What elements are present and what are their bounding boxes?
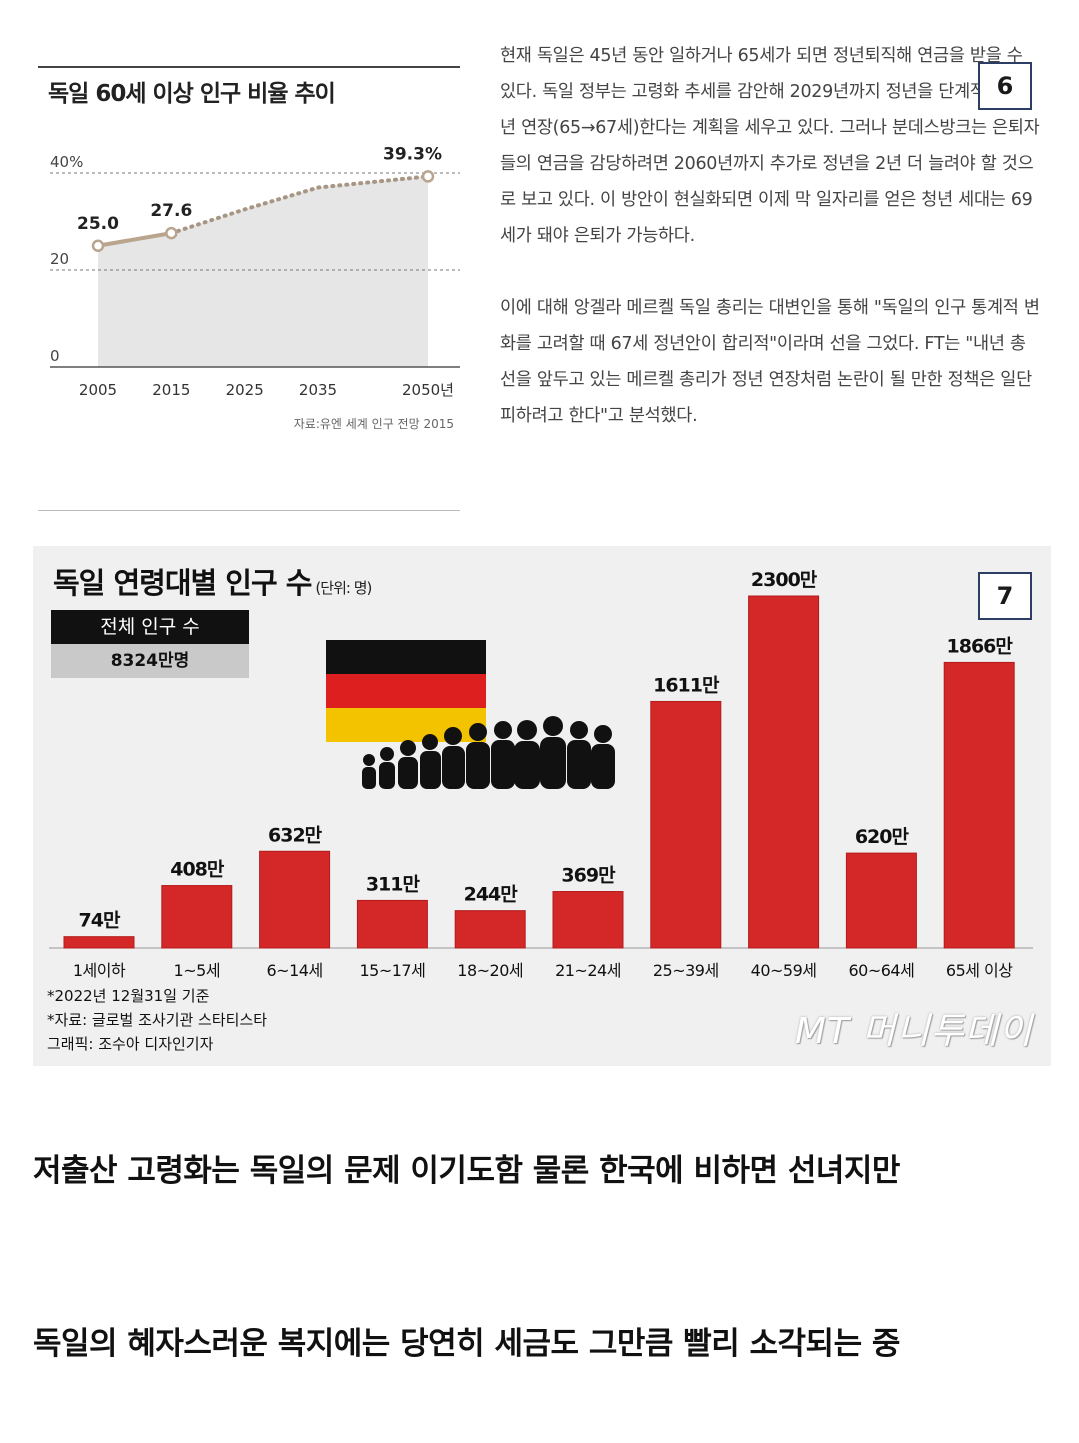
- bar-value-label: 632만: [268, 824, 323, 846]
- germany-flag-icon: [326, 640, 486, 742]
- data-point-label: 25.0: [77, 214, 119, 234]
- line-chart-svg: 0 20 40% 2005 2015 2025 2035 2050년 25.0 27.6 39.3%: [50, 144, 460, 399]
- article-text: 현재 독일은 45년 동안 일하거나 65세가 되면 정년퇴직해 연금을 받을 …: [500, 38, 1040, 434]
- article-paragraph-1: 현재 독일은 45년 동안 일하거나 65세가 되면 정년퇴직해 연금을 받을 …: [500, 46, 1040, 246]
- bar-value-label: 369만: [561, 865, 616, 887]
- note-source: *자료: 글로벌 조사기관 스타티스타: [47, 1011, 268, 1029]
- bottom-rule: [38, 510, 460, 511]
- people-silhouette-icon: [362, 716, 615, 789]
- x-tick-label: 2035: [299, 381, 337, 399]
- top-rule: [38, 66, 460, 68]
- bar-category-label: 60~64세: [848, 961, 914, 980]
- x-tick-label: 2050년: [402, 381, 454, 399]
- section-number-badge: 6: [978, 62, 1032, 110]
- bar-1~5세: [161, 885, 233, 949]
- bar-chart-panel: 독일 연령대별 인구 수 (단위: 명) 전체 인구 수 8324만명 74만 1세…: [33, 546, 1051, 1066]
- bar-65세 이상: [943, 661, 1015, 949]
- bar-category-label: 15~17세: [359, 961, 425, 980]
- bar-value-label: 2300만: [751, 569, 818, 591]
- total-population-value: 8324만명: [51, 644, 249, 678]
- bar-category-label: 1세이하: [73, 961, 126, 980]
- bar-value-label: 1866만: [947, 635, 1014, 657]
- bar-18~20세: [454, 910, 526, 949]
- bar-chart-notes: *2022년 12월31일 기준 *자료: 글로벌 조사기관 스타티스타 그래픽…: [47, 984, 267, 1056]
- bar-category-label: 25~39세: [653, 961, 719, 980]
- bar-value-label: 74만: [79, 910, 121, 932]
- bar-chart-unit: (단위: 명): [315, 579, 372, 597]
- bar-value-label: 408만: [170, 859, 225, 881]
- bar-60~64세: [845, 852, 917, 949]
- watermark-logo: MT 머니투데이: [794, 1011, 1033, 1052]
- total-population-box: 전체 인구 수 8324만명: [51, 610, 249, 678]
- x-tick-label: 2025: [226, 381, 264, 399]
- bar-category-label: 1~5세: [174, 961, 221, 980]
- y-tick-label: 40%: [50, 153, 83, 171]
- bar-25~39세: [650, 700, 722, 949]
- line-chart-panel: 독일 60세 이상 인구 비율 추이 0 20 40% 2005 2015 2025 203…: [30, 30, 466, 514]
- y-tick-label: 20: [50, 250, 69, 268]
- bar-value-label: 244만: [464, 884, 519, 906]
- data-point-marker: [165, 226, 178, 240]
- bar-category-label: 6~14세: [267, 961, 323, 980]
- bar-chart-title: 독일 연령대별 인구 수 (단위: 명): [53, 560, 372, 602]
- line-chart-title: 독일 60세 이상 인구 비율 추이: [48, 81, 336, 107]
- bar-category-label: 18~20세: [457, 961, 523, 980]
- x-tick-label: 2015: [152, 381, 190, 399]
- bar-category-label: 40~59세: [751, 961, 817, 980]
- data-point-label: 39.3%: [383, 144, 442, 164]
- commentary-line-2: 독일의 혜자스러운 복지에는 당연히 세금도 그만큼 빨리 소각되는 중: [33, 1326, 900, 1362]
- bar-chart-svg: 74만 1세이하 408만 1~5세 632만 6~14세 311만 15~17세 244만 18…: [49, 569, 1033, 980]
- line-chart-source: 자료:유엔 세계 인구 전망 2015: [293, 417, 454, 431]
- y-tick-label: 0: [50, 347, 60, 365]
- line-series-actual: [97, 231, 172, 248]
- bar-15~17세: [356, 899, 428, 949]
- bar-value-label: 311만: [366, 873, 421, 895]
- x-tick-label: 2005: [79, 381, 117, 399]
- data-point-marker: [421, 170, 435, 183]
- commentary-line-1: 저출산 고령화는 독일의 문제 이기도함 물론 한국에 비하면 선녀지만: [33, 1153, 900, 1189]
- bar-value-label: 620만: [855, 826, 910, 848]
- bar-category-label: 21~24세: [555, 961, 621, 980]
- data-point-label: 27.6: [150, 201, 192, 221]
- line-chart-area: [98, 176, 428, 367]
- line-series-projected: [169, 174, 430, 236]
- bar-chart-title-text: 독일 연령대별 인구 수: [53, 566, 312, 600]
- article-paragraph-2: 이에 대해 앙겔라 메르켈 독일 총리는 대변인을 통해 "독일의 인구 통계적…: [500, 298, 1040, 426]
- bar-1세이하: [63, 936, 135, 949]
- bar-value-label: 1611만: [653, 674, 720, 696]
- data-point-marker: [91, 239, 105, 252]
- bar-21~24세: [552, 891, 624, 949]
- note-graphic-credit: 그래픽: 조수아 디자인기자: [47, 1035, 214, 1053]
- bar-6~14세: [259, 850, 331, 949]
- bar-category-label: 65세 이상: [946, 961, 1013, 980]
- total-population-label: 전체 인구 수: [51, 610, 249, 644]
- note-date: *2022년 12월31일 기준: [47, 987, 210, 1005]
- bar-40~59세: [748, 595, 820, 949]
- section-number-badge: 7: [978, 572, 1032, 620]
